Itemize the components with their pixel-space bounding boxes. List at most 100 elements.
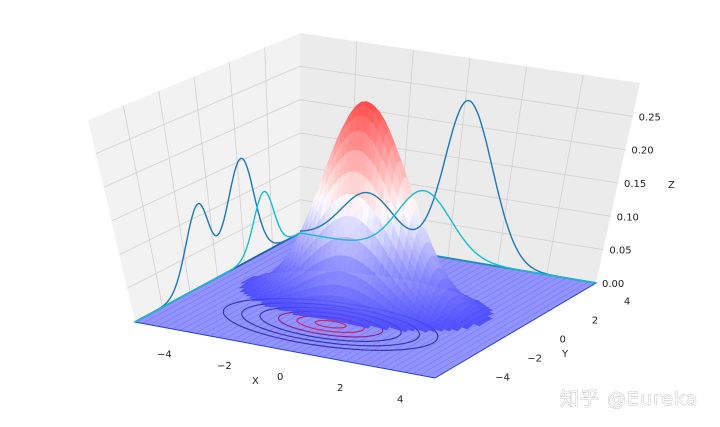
surface-patch: [334, 127, 343, 148]
surface-patch: [426, 284, 434, 298]
surface-patch: [420, 318, 428, 325]
surface-patch: [426, 242, 435, 256]
surface-patch: [260, 301, 269, 305]
surface-patch: [451, 282, 460, 292]
surface-patch: [306, 286, 315, 297]
surface-patch: [350, 288, 358, 301]
surface-patch: [398, 299, 406, 312]
surface-patch: [423, 325, 432, 331]
surface-patch: [353, 301, 362, 311]
surface-patch: [352, 275, 361, 291]
surface-patch: [382, 185, 391, 214]
surface-patch: [448, 321, 457, 328]
surface-patch: [308, 275, 317, 289]
surface-patch: [246, 277, 255, 280]
surface-patch: [392, 294, 401, 308]
surface-patch: [399, 160, 407, 178]
surface-patch: [433, 288, 442, 301]
surface-patch: [278, 256, 286, 268]
surface-patch: [260, 273, 269, 278]
surface-patch: [365, 320, 373, 326]
surface-patch: [473, 316, 481, 321]
surface-patch: [289, 276, 297, 288]
surface-patch: [319, 314, 327, 320]
surface-patch: [477, 303, 485, 307]
surface-patch: [334, 304, 343, 313]
surface-patch: [266, 281, 275, 289]
surface-patch: [459, 291, 468, 299]
surface-patch: [450, 309, 458, 317]
surface-patch: [288, 238, 297, 254]
surface-patch: [244, 289, 253, 292]
surface-patch: [401, 249, 410, 272]
surface-patch: [327, 256, 336, 273]
surface-patch: [335, 141, 344, 167]
surface-patch: [348, 315, 357, 322]
surface-patch: [332, 217, 340, 240]
surface-patch: [329, 237, 338, 258]
surface-patch: [410, 323, 418, 329]
surface-patch: [369, 308, 378, 318]
surface-patch: [438, 281, 446, 293]
surface-patch: [364, 305, 372, 315]
surface-patch: [404, 177, 413, 195]
surface-patch: [469, 306, 477, 311]
surface-patch: [343, 120, 352, 141]
surface-patch: [250, 288, 258, 292]
surface-patch: [365, 118, 373, 139]
surface-patch: [323, 303, 332, 311]
surface-patch: [317, 186, 325, 212]
surface-patch: [396, 237, 405, 262]
surface-patch: [266, 300, 274, 305]
surface-patch: [397, 322, 405, 328]
surface-patch: [364, 101, 372, 109]
surface-patch: [262, 275, 271, 282]
surface-patch: [386, 130, 394, 149]
surface-patch: [457, 289, 465, 298]
surface-patch: [346, 131, 355, 154]
grid-line: [127, 199, 604, 289]
surface-patch: [483, 308, 492, 312]
surface-patch: [284, 292, 293, 300]
surface-patch: [261, 273, 270, 275]
surface-patch: [400, 327, 408, 333]
surface-patch: [454, 304, 463, 312]
surface-patch: [300, 269, 308, 283]
surface-patch: [252, 276, 260, 279]
x-tick-labels: −4 −2 0 2 4: [157, 350, 403, 406]
z-tick-labels: 0.00 0.05 0.10 0.15 0.20 0.25: [602, 112, 661, 290]
surface-patch: [464, 295, 472, 298]
surface-patch: [344, 150, 352, 175]
surface-patch: [446, 300, 455, 310]
surface-patch: [415, 210, 424, 228]
surface-patch: [242, 280, 250, 283]
surface-patch: [321, 224, 329, 248]
surface-patch: [312, 285, 320, 296]
surface-patch: [483, 317, 491, 321]
surface-patch: [385, 214, 394, 241]
surface-patch: [298, 231, 307, 252]
surface-patch: [289, 241, 298, 258]
surface-patch: [386, 157, 395, 184]
surface-patch: [375, 311, 383, 320]
surface-patch: [434, 255, 442, 269]
surface-patch: [432, 309, 441, 318]
marginal-curve: [134, 157, 301, 323]
surface-patch: [313, 184, 322, 209]
surface-patch: [467, 313, 476, 318]
y-tick-label: −2: [527, 354, 542, 365]
x-tick-label: 4: [397, 394, 403, 405]
surface-patch: [254, 279, 262, 284]
surface-patch: [245, 293, 254, 297]
grid-line: [111, 132, 619, 222]
surface-patch: [401, 161, 410, 183]
y-tick-label: 2: [592, 316, 598, 327]
surface-patch: [461, 293, 470, 300]
surface-patch: [472, 299, 481, 302]
surface-patch: [292, 283, 301, 293]
surface-patch: [386, 256, 395, 278]
surface-patch: [354, 259, 363, 279]
grid-line: [119, 165, 611, 256]
surface-patch: [244, 278, 253, 281]
